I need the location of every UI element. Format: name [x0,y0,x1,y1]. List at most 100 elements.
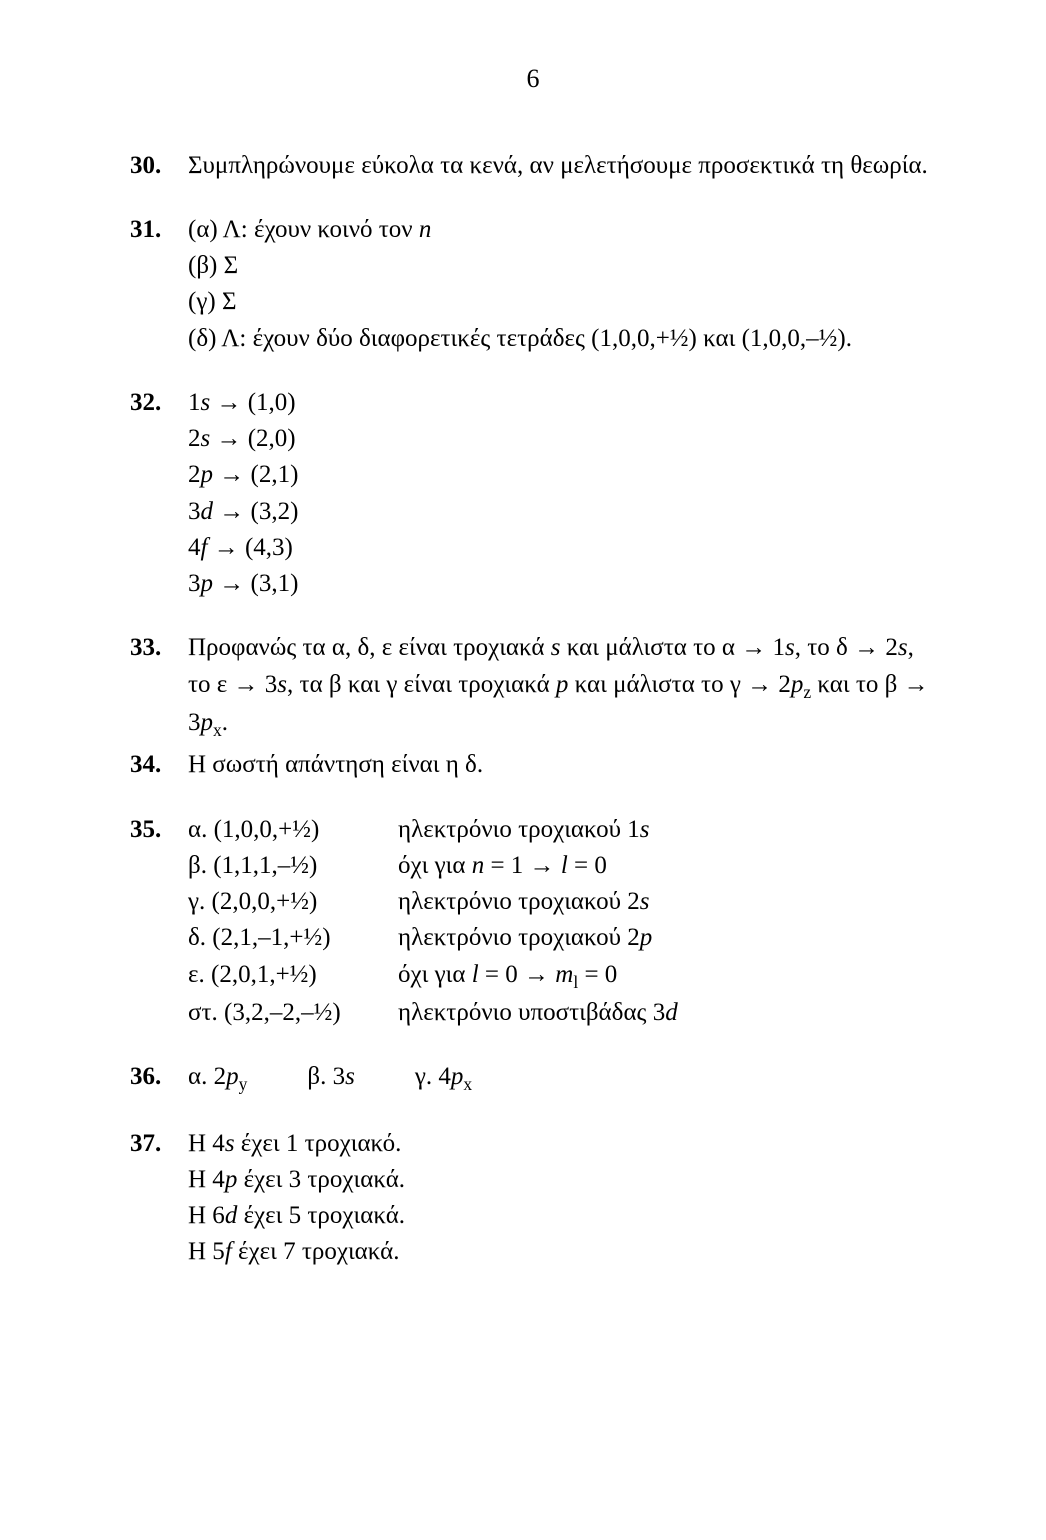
text: όχι για [398,961,472,988]
text: έχει 5 τροχιακά. [237,1202,405,1229]
orbital-line: 1s → (1,0) [188,385,936,421]
orbital-s: s [898,634,908,661]
item-34: 34. Η σωστή απάντηση είναι η δ. [130,747,936,783]
orbital: p [640,924,653,951]
line-d: (δ) Λ: έχουν δύο διαφορετικές τετράδες (… [188,321,936,357]
orbital: s [201,425,211,452]
text: → (4,3) [207,534,292,561]
line: Η 6d έχει 5 τροχιακά. [188,1198,936,1234]
text: ηλεκτρόνιο τροχιακού 2 [398,888,640,915]
text: , το δ → 2 [795,634,898,661]
orbital: d [665,999,678,1026]
item-30: 30. Συμπληρώνουμε εύκολα τα κενά, αν μελ… [130,148,936,184]
quantum-numbers: β. (1,1,1,–½) [188,848,398,884]
orbital-p: p [201,709,214,736]
orbital-line: 3p → (3,1) [188,566,936,602]
item-body: 1s → (1,0) 2s → (2,0) 2p → (2,1) 3d → (3… [188,385,936,603]
item-number: 32. [130,385,188,603]
item-number: 31. [130,212,188,357]
description: ηλεκτρόνιο τροχιακού 2p [398,920,936,956]
line: Η 4s έχει 1 τροχιακό. [188,1126,936,1162]
text: ηλεκτρόνιο τροχιακού 2 [398,924,640,951]
item-body: Συμπληρώνουμε εύκολα τα κενά, αν μελετήσ… [188,148,936,184]
text: (α) Λ: έχουν κοινό τον [188,216,419,243]
text: = 0 → [479,961,556,988]
item-number: 37. [130,1126,188,1271]
text: έχει 7 τροχιακά. [232,1238,400,1265]
text: . [222,709,228,736]
description: όχι για l = 0 → ml = 0 [398,957,936,995]
text: 3 [188,570,201,597]
text: → (2,0) [210,425,295,452]
orbital-line: 4f → (4,3) [188,530,936,566]
text: = 0 [578,961,617,988]
text: ηλεκτρόνιο υποστιβάδας 3 [398,999,665,1026]
item-33: 33. Προφανώς τα α, δ, ε είναι τροχιακά s… [130,630,936,743]
page: 6 30. Συμπληρώνουμε εύκολα τα κενά, αν μ… [0,0,1046,1540]
text: = 1 → [484,852,561,879]
option-c: γ. 4px [415,1059,472,1097]
orbital: d [201,498,214,525]
row: ε. (2,0,1,+½) όχι για l = 0 → ml = 0 [188,957,936,995]
text: και μάλιστα το γ → 2 [568,671,790,698]
description: ηλεκτρόνιο υποστιβάδας 3d [398,995,936,1031]
quantum-numbers: α. (1,0,0,+½) [188,812,398,848]
orbital-s: s [785,634,795,661]
line: Η 4p έχει 3 τροχιακά. [188,1162,936,1198]
item-37: 37. Η 4s έχει 1 τροχιακό. Η 4p έχει 3 τρ… [130,1126,936,1271]
text: β. 3 [307,1063,345,1090]
orbital: p [201,461,214,488]
text: → (2,1) [213,461,298,488]
item-body: α. 2py β. 3s γ. 4px [188,1059,936,1097]
description: ηλεκτρόνιο τροχιακού 2s [398,884,936,920]
orbital: p [201,570,214,597]
orbital: s [640,816,650,843]
quantum-numbers: δ. (2,1,–1,+½) [188,920,398,956]
text: 4 [188,534,201,561]
description: ηλεκτρόνιο τροχιακού 1s [398,812,936,848]
orbital: f [225,1238,232,1265]
text: , τα β και γ είναι τροχιακά [287,671,556,698]
orbital-p: p [791,671,804,698]
item-body: α. (1,0,0,+½) ηλεκτρόνιο τροχιακού 1s β.… [188,812,936,1032]
orbital-s: s [277,671,287,698]
item-35: 35. α. (1,0,0,+½) ηλεκτρόνιο τροχιακού 1… [130,812,936,1032]
text: έχει 1 τροχιακό. [235,1130,402,1157]
item-body: Προφανώς τα α, δ, ε είναι τροχιακά s και… [188,630,936,743]
var-l: l [472,961,479,988]
item-number: 33. [130,630,188,743]
text: ηλεκτρόνιο τροχιακού 1 [398,816,640,843]
line-c: (γ) Σ [188,284,936,320]
item-32: 32. 1s → (1,0) 2s → (2,0) 2p → (2,1) 3d … [130,385,936,603]
text: 1 [188,389,201,416]
var-m: m [555,961,573,988]
option-a: α. 2py [188,1059,247,1097]
item-body: (α) Λ: έχουν κοινό τον n (β) Σ (γ) Σ (δ)… [188,212,936,357]
item-number: 34. [130,747,188,783]
text: όχι για [398,852,472,879]
var-n: n [419,216,432,243]
var-n: n [472,852,485,879]
orbital-s: s [551,634,561,661]
description: όχι για n = 1 → l = 0 [398,848,936,884]
var-l: l [561,852,568,879]
row: β. (1,1,1,–½) όχι για n = 1 → l = 0 [188,848,936,884]
item-body: Η 4s έχει 1 τροχιακό. Η 4p έχει 3 τροχια… [188,1126,936,1271]
item-31: 31. (α) Λ: έχουν κοινό τον n (β) Σ (γ) Σ… [130,212,936,357]
text: έχει 3 τροχιακά. [237,1166,405,1193]
line-a: (α) Λ: έχουν κοινό τον n [188,212,936,248]
item-number: 35. [130,812,188,1032]
orbital: p [226,1063,239,1090]
line: Η 5f έχει 7 τροχιακά. [188,1234,936,1270]
row: στ. (3,2,–2,–½) ηλεκτρόνιο υποστιβάδας 3… [188,995,936,1031]
quantum-numbers: γ. (2,0,0,+½) [188,884,398,920]
subscript-x: x [463,1074,472,1094]
item-36: 36. α. 2py β. 3s γ. 4px [130,1059,936,1097]
item-body: Η σωστή απάντηση είναι η δ. [188,747,936,783]
subscript-x: x [213,720,222,740]
text: 3 [188,498,201,525]
quantum-numbers: στ. (3,2,–2,–½) [188,995,398,1031]
row: δ. (2,1,–1,+½) ηλεκτρόνιο τροχιακού 2p [188,920,936,956]
orbital: p [225,1166,238,1193]
text: Η 4 [188,1166,225,1193]
